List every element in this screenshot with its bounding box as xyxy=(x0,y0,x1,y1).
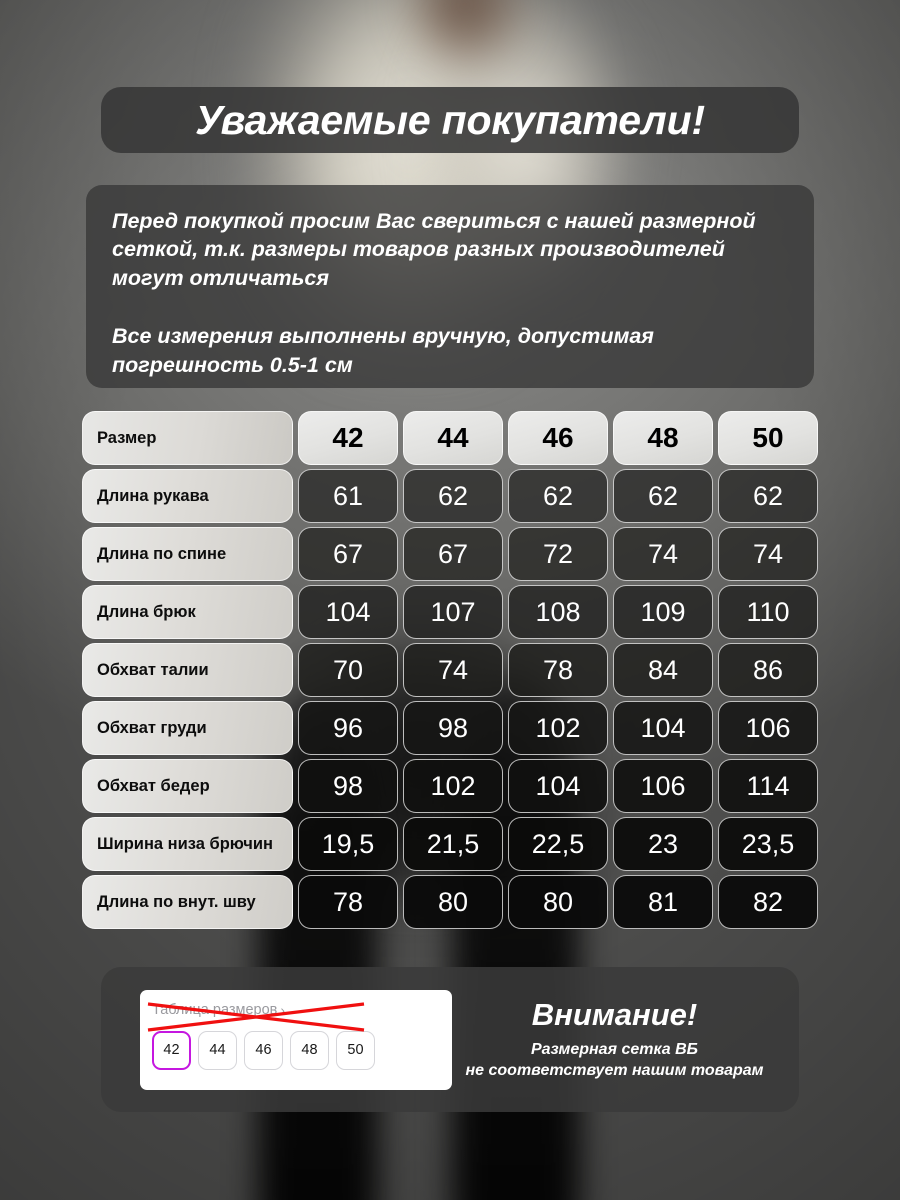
title-banner: Уважаемые покупатели! xyxy=(101,87,799,153)
row-value: 104 xyxy=(508,759,608,813)
row-value: 23,5 xyxy=(718,817,818,871)
table-row: Обхват талии 70 74 78 84 86 xyxy=(82,643,818,697)
row-value: 61 xyxy=(298,469,398,523)
row-value: 19,5 xyxy=(298,817,398,871)
row-value: 78 xyxy=(508,643,608,697)
intro-paragraph-1: Перед покупкой просим Вас свериться с на… xyxy=(112,209,756,290)
row-label: Обхват груди xyxy=(82,701,293,755)
row-value: 104 xyxy=(613,701,713,755)
row-value: 86 xyxy=(718,643,818,697)
row-label: Длина брюк xyxy=(82,585,293,639)
page-title: Уважаемые покупатели! xyxy=(195,96,705,143)
row-value: 62 xyxy=(718,469,818,523)
row-label: Длина по внут. шву xyxy=(82,875,293,929)
row-value: 98 xyxy=(298,759,398,813)
size-chart-link-label: Таблица размеров xyxy=(152,1001,278,1018)
size-chip-50[interactable]: 50 xyxy=(336,1030,375,1070)
table-row: Обхват груди 96 98 102 104 106 xyxy=(82,701,818,755)
row-value: 80 xyxy=(508,875,608,929)
size-chip-48[interactable]: 48 xyxy=(290,1030,329,1070)
row-value: 110 xyxy=(718,585,818,639)
row-value: 62 xyxy=(613,469,713,523)
row-label: Ширина низа брючин xyxy=(82,817,293,871)
row-value: 67 xyxy=(403,527,503,581)
row-value: 84 xyxy=(613,643,713,697)
table-row: Длина по внут. шву 78 80 80 81 82 xyxy=(82,875,818,929)
table-row: Длина по спине 67 67 72 74 74 xyxy=(82,527,818,581)
row-value: 67 xyxy=(298,527,398,581)
row-value: 22,5 xyxy=(508,817,608,871)
row-value: 104 xyxy=(298,585,398,639)
row-value: 109 xyxy=(613,585,713,639)
row-value: 102 xyxy=(508,701,608,755)
size-chip-46[interactable]: 46 xyxy=(244,1030,283,1070)
row-value: 98 xyxy=(403,701,503,755)
row-value: 62 xyxy=(508,469,608,523)
background-model-hair xyxy=(400,0,530,70)
intro-paragraph-2: Все измерения выполнены вручную, допусти… xyxy=(112,324,654,377)
row-value: 74 xyxy=(718,527,818,581)
row-value: 108 xyxy=(508,585,608,639)
size-chip-42[interactable]: 42 xyxy=(152,1030,191,1070)
table-row: Длина рукава 61 62 62 62 62 xyxy=(82,469,818,523)
row-value: 106 xyxy=(718,701,818,755)
size-chip-44[interactable]: 44 xyxy=(198,1030,237,1070)
row-value: 74 xyxy=(613,527,713,581)
table-header-size-0: 42 xyxy=(298,411,398,465)
row-label: Обхват бедер xyxy=(82,759,293,813)
row-value: 80 xyxy=(403,875,503,929)
warning-subtitle-line1: Размерная сетка ВБ xyxy=(530,1041,698,1059)
table-row: Длина брюк 104 107 108 109 110 xyxy=(82,585,818,639)
table-row: Обхват бедер 98 102 104 106 114 xyxy=(82,759,818,813)
table-header-size-3: 48 xyxy=(613,411,713,465)
warning-panel: Таблица размеров › 42 44 46 48 50 Вниман… xyxy=(101,967,799,1112)
row-value: 72 xyxy=(508,527,608,581)
table-header-size-4: 50 xyxy=(718,411,818,465)
table-row: Ширина низа брючин 19,5 21,5 22,5 23 23,… xyxy=(82,817,818,871)
row-value: 70 xyxy=(298,643,398,697)
row-value: 82 xyxy=(718,875,818,929)
warning-text-block: Внимание! Размерная сетка ВБ не соответс… xyxy=(452,997,799,1082)
table-header-size-1: 44 xyxy=(403,411,503,465)
marketplace-size-card: Таблица размеров › 42 44 46 48 50 xyxy=(140,989,452,1090)
intro-panel: Перед покупкой просим Вас свериться с на… xyxy=(86,185,814,388)
row-label: Длина рукава xyxy=(82,469,293,523)
row-value: 96 xyxy=(298,701,398,755)
chevron-right-icon: › xyxy=(280,1001,286,1018)
warning-subtitle-line2: не соответствует нашим товарам xyxy=(465,1062,764,1079)
row-value: 74 xyxy=(403,643,503,697)
size-table: Размер 42 44 46 48 50 Длина рукава 61 62… xyxy=(82,411,818,933)
row-value: 106 xyxy=(613,759,713,813)
table-header-size-2: 46 xyxy=(508,411,608,465)
row-value: 114 xyxy=(718,759,818,813)
size-chart-link[interactable]: Таблица размеров › xyxy=(152,1002,285,1018)
table-header-row: Размер 42 44 46 48 50 xyxy=(82,411,818,465)
table-header-label: Размер xyxy=(82,411,293,465)
warning-title: Внимание! xyxy=(531,997,698,1033)
row-label: Длина по спине xyxy=(82,527,293,581)
row-label: Обхват талии xyxy=(82,643,293,697)
row-value: 21,5 xyxy=(403,817,503,871)
row-value: 102 xyxy=(403,759,503,813)
row-value: 23 xyxy=(613,817,713,871)
row-value: 107 xyxy=(403,585,503,639)
row-value: 78 xyxy=(298,875,398,929)
row-value: 62 xyxy=(403,469,503,523)
marketplace-size-chips: 42 44 46 48 50 xyxy=(152,1030,452,1070)
row-value: 81 xyxy=(613,875,713,929)
